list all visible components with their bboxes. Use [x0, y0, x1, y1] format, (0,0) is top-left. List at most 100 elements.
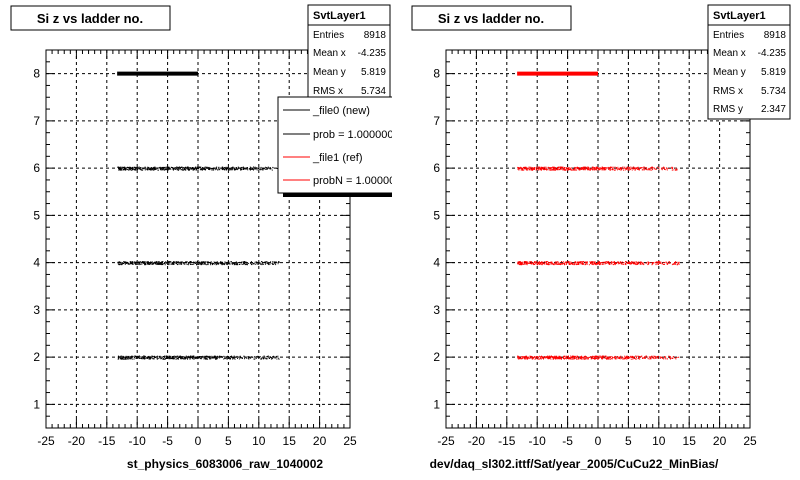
left-point	[181, 357, 183, 359]
right-point	[637, 263, 639, 265]
left-point	[124, 168, 126, 170]
left-point	[273, 261, 275, 263]
right-point	[612, 262, 614, 264]
left-point	[139, 261, 141, 263]
left-point	[207, 355, 209, 357]
left-point	[273, 263, 274, 265]
left-point	[165, 261, 167, 263]
left-point	[187, 166, 189, 168]
left-point	[204, 357, 206, 359]
right-point	[540, 166, 542, 168]
left-point	[123, 167, 124, 168]
left-point	[235, 261, 237, 263]
left-point	[146, 261, 148, 263]
left-point	[212, 169, 214, 171]
left-point	[151, 264, 153, 265]
right-point	[581, 358, 583, 360]
right-point	[587, 166, 589, 168]
right-point	[536, 166, 538, 168]
right-point	[639, 358, 641, 360]
left-point	[227, 167, 229, 168]
right-point	[577, 356, 579, 357]
left-point	[273, 263, 275, 265]
left-point	[183, 262, 184, 264]
right-point	[618, 262, 620, 264]
right-stats-label: Mean x	[713, 48, 746, 59]
left-point	[127, 358, 129, 360]
right-point	[539, 358, 541, 360]
left-point	[240, 261, 242, 263]
right-point	[625, 169, 627, 170]
right-point	[625, 264, 627, 266]
left-point	[258, 263, 260, 265]
right-point	[547, 355, 549, 357]
right-point	[601, 263, 603, 265]
left-point	[234, 358, 236, 360]
right-point	[633, 357, 635, 359]
left-point	[163, 356, 165, 357]
right-point	[630, 168, 632, 170]
right-point	[587, 168, 589, 170]
left-point	[215, 167, 217, 169]
left-point	[164, 167, 166, 169]
left-point	[196, 168, 198, 170]
right-point	[549, 355, 551, 357]
right-point	[567, 356, 569, 358]
right-point	[626, 358, 628, 360]
left-point	[168, 264, 170, 266]
left-point	[229, 261, 231, 263]
left-point	[205, 263, 207, 265]
left-point	[199, 166, 201, 168]
right-point	[533, 167, 535, 169]
right-point	[569, 357, 571, 359]
right-point	[573, 169, 575, 171]
right-point	[545, 261, 547, 263]
left-point	[163, 263, 165, 264]
right-point	[533, 356, 535, 358]
left-point	[126, 357, 128, 359]
right-point	[573, 356, 575, 357]
right-point	[523, 169, 525, 171]
right-point	[574, 263, 576, 265]
left-point	[227, 356, 229, 358]
left-y-tick-label: 4	[33, 256, 40, 270]
left-point	[178, 263, 180, 265]
right-point	[549, 262, 550, 264]
left-point	[132, 262, 133, 264]
left-point	[226, 356, 228, 358]
left-point	[201, 169, 203, 171]
right-chart-title: Si z vs ladder no.	[438, 11, 544, 26]
left-point	[255, 356, 257, 358]
left-point	[246, 167, 248, 169]
left-point	[171, 167, 173, 168]
right-point	[651, 356, 653, 358]
left-point	[240, 167, 242, 169]
right-point	[588, 358, 589, 360]
left-point	[236, 356, 238, 358]
right-point	[677, 263, 679, 265]
right-point	[589, 169, 591, 171]
right-point	[625, 261, 626, 263]
left-point	[122, 355, 124, 357]
left-point	[239, 167, 240, 169]
left-point	[157, 358, 159, 360]
left-point	[148, 357, 150, 359]
right-point	[661, 263, 663, 265]
right-point	[584, 264, 586, 266]
left-point	[164, 356, 166, 358]
left-point	[224, 261, 226, 263]
right-point	[638, 262, 640, 264]
right-point	[631, 261, 632, 263]
right-point	[590, 356, 592, 358]
right-point	[672, 263, 674, 265]
right-point	[579, 261, 581, 263]
right-point	[558, 358, 560, 360]
left-point	[210, 356, 212, 358]
right-point	[623, 169, 624, 171]
left-point	[254, 263, 256, 265]
left-point	[223, 358, 225, 360]
right-point	[671, 169, 673, 171]
right-point	[649, 167, 651, 169]
left-point	[200, 166, 202, 168]
right-point	[554, 355, 556, 357]
